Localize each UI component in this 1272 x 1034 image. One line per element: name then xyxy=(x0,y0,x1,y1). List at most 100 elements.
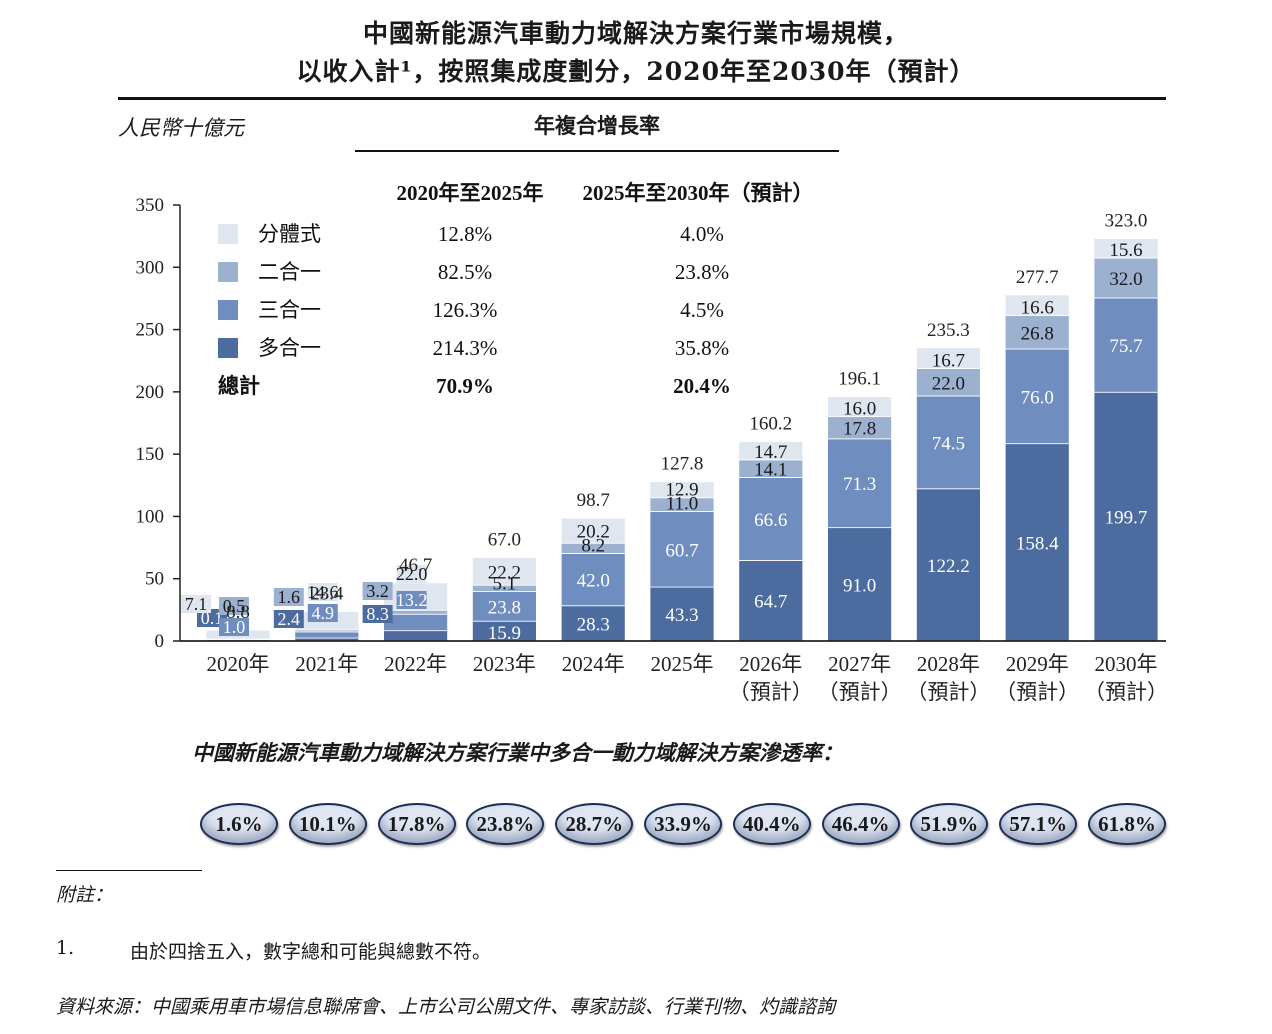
data-label-box xyxy=(181,595,211,613)
data-label: 0.5 xyxy=(223,596,246,616)
total-label: 98.7 xyxy=(577,490,610,511)
data-label: 64.7 xyxy=(754,592,787,613)
legend-label: 二合一 xyxy=(258,260,321,284)
y-tick-label: 100 xyxy=(136,506,165,527)
data-label: 42.0 xyxy=(577,571,610,592)
x-tick-label: 2023年 xyxy=(473,652,536,676)
data-label-box xyxy=(396,565,427,583)
y-tick-label: 50 xyxy=(145,569,164,590)
cagr-total-value: 70.9% xyxy=(436,374,494,398)
legend-label: 多合一 xyxy=(258,336,321,360)
unit-label: 人民幣十億元 xyxy=(118,116,244,140)
bar-segment xyxy=(916,488,981,642)
data-label: 17.8 xyxy=(843,419,876,440)
note-1-text: 由於四捨五入，數字總和可能與總數不符。 xyxy=(130,941,492,963)
notes-label: 附註： xyxy=(56,884,114,906)
total-label: 8.8 xyxy=(226,602,250,623)
penetration-badge: 17.8% xyxy=(377,803,456,845)
data-label: 11.0 xyxy=(666,493,699,514)
bar-segment xyxy=(1004,348,1070,445)
bar-segment xyxy=(560,553,626,607)
data-label: 5.1 xyxy=(493,574,517,595)
notes-divider xyxy=(56,870,202,871)
data-label: 14.6 xyxy=(307,582,339,602)
data-label: 91.0 xyxy=(843,575,876,596)
cagr-value: 82.5% xyxy=(438,260,492,284)
bar-segment xyxy=(916,395,981,490)
data-label: 20.2 xyxy=(577,522,610,543)
cagr-value: 35.8% xyxy=(675,336,729,360)
data-label: 22.0 xyxy=(396,564,428,584)
bar-segment xyxy=(649,481,715,499)
cagr-value: 23.8% xyxy=(675,260,729,284)
total-label: 235.3 xyxy=(927,320,970,341)
data-label: 8.3 xyxy=(366,604,389,624)
legend-swatch xyxy=(218,224,238,244)
total-label: 23.4 xyxy=(310,584,344,605)
chart-title-line2: 以收入計¹，按照集成度劃分，2020年至2030年（預計） xyxy=(296,57,976,86)
data-label-box xyxy=(396,591,427,609)
data-label-box xyxy=(219,597,249,615)
bar-segment xyxy=(1004,315,1070,350)
x-tick-sublabel: （預計） xyxy=(995,680,1079,704)
data-label-box xyxy=(273,610,304,628)
cagr-col1-header: 2020年至2025年 xyxy=(397,181,544,205)
bar-segment xyxy=(383,609,449,615)
note-1-number: 1. xyxy=(56,937,75,959)
x-tick-label: 2022年 xyxy=(384,652,447,676)
y-tick-label: 350 xyxy=(136,195,165,216)
legend-swatch xyxy=(218,262,238,282)
cagr-value: 4.0% xyxy=(680,222,724,246)
data-label: 16.0 xyxy=(843,399,876,420)
data-label: 2.4 xyxy=(278,609,301,629)
total-label: 127.8 xyxy=(661,454,704,475)
penetration-title: 中國新能源汽車動力域解決方案行業中多合一動力域解決方案滲透率： xyxy=(192,740,843,765)
cagr-value: 12.8% xyxy=(438,222,492,246)
data-label: 1.0 xyxy=(223,617,246,637)
x-tick-sublabel: （預計） xyxy=(1084,680,1168,704)
data-label: 43.3 xyxy=(665,605,698,626)
data-label-box xyxy=(219,618,249,636)
total-label: 323.0 xyxy=(1105,211,1148,232)
x-tick-sublabel: （預計） xyxy=(818,680,902,704)
chart-title-line1: 中國新能源汽車動力域解決方案行業市場規模， xyxy=(362,19,909,48)
x-tick-label: 2029年 xyxy=(1006,652,1069,676)
penetration-badge: 61.8% xyxy=(1088,803,1166,845)
data-label: 8.2 xyxy=(581,535,605,556)
data-label: 28.3 xyxy=(577,614,610,635)
data-label: 66.6 xyxy=(754,510,787,531)
bar-segment xyxy=(471,591,537,622)
total-label: 277.7 xyxy=(1016,267,1059,288)
data-label: 14.1 xyxy=(754,459,787,480)
x-tick-label: 2030年 xyxy=(1095,652,1158,676)
bar-segment xyxy=(827,527,892,642)
penetration-badge: 28.7% xyxy=(555,803,634,845)
cagr-total-value: 20.4% xyxy=(673,374,731,398)
data-label: 23.8 xyxy=(488,597,521,618)
data-label: 22.2 xyxy=(488,562,521,583)
bar-segment xyxy=(1093,257,1159,299)
data-label: 32.0 xyxy=(1109,269,1142,290)
x-tick-sublabel: （預計） xyxy=(906,680,990,704)
data-label: 74.5 xyxy=(932,433,965,454)
x-tick-sublabel: （預計） xyxy=(729,680,813,704)
data-label-box xyxy=(362,605,393,623)
y-tick-label: 0 xyxy=(155,631,165,652)
cagr-value: 214.3% xyxy=(433,336,498,360)
data-label: 1.6 xyxy=(278,587,301,607)
legend-label: 三合一 xyxy=(258,298,321,322)
data-label: 13.2 xyxy=(396,590,428,610)
data-label: 7.1 xyxy=(185,594,208,614)
penetration-badge: 40.4% xyxy=(732,803,811,845)
data-label: 76.0 xyxy=(1021,387,1054,408)
total-label: 196.1 xyxy=(838,369,881,390)
bar-segment xyxy=(560,605,626,642)
x-tick-label: 2028年 xyxy=(917,652,980,676)
data-label: 4.9 xyxy=(312,603,335,623)
y-tick-label: 300 xyxy=(136,257,165,278)
x-tick-label: 2020年 xyxy=(207,652,270,676)
bar-segment xyxy=(738,560,804,642)
data-label: 16.7 xyxy=(932,351,965,372)
x-tick-label: 2021年 xyxy=(295,652,358,676)
penetration-badge: 51.9% xyxy=(910,803,989,845)
